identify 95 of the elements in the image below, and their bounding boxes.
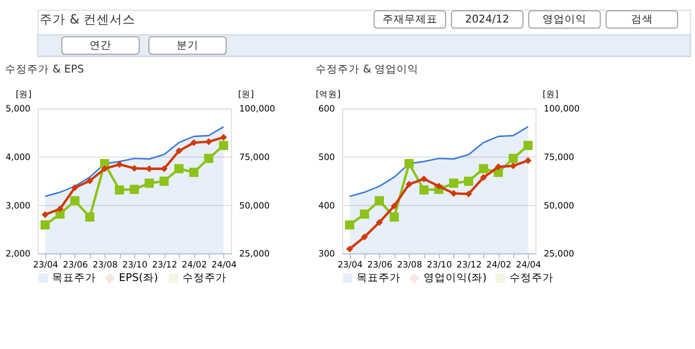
point (114, 185, 124, 195)
point (130, 184, 139, 194)
point (406, 180, 413, 188)
y2-tick-label: 25,000 (544, 250, 574, 260)
text: 주재무제표 (382, 12, 438, 26)
point (465, 190, 472, 198)
point (42, 211, 49, 218)
point (374, 196, 384, 206)
x-tick-label: 23/10 (426, 260, 452, 270)
point (464, 176, 474, 186)
point (204, 154, 214, 164)
x-tick-label: 23/12 (456, 260, 482, 270)
x-tick-label: 24/04 (516, 260, 542, 270)
text: 분기 (176, 38, 199, 52)
point (40, 220, 50, 230)
y2-tick-label: 25,000 (239, 250, 270, 260)
y-tick-label: 500 (318, 153, 335, 164)
point (524, 157, 532, 164)
y-tick-label: 400 (318, 201, 335, 212)
chart-title: 수정주가 & 영업이익 (316, 62, 419, 76)
y-tick-label: 300 (318, 250, 335, 260)
y-tick-label: 4,000 (6, 153, 30, 164)
y2-tick-label: 50,000 (544, 201, 574, 212)
point (361, 233, 368, 240)
legend-label: 수정주가 (509, 271, 554, 284)
text: 주가 & 컨센서스 (40, 11, 136, 26)
point (345, 220, 354, 230)
y-tick-label: 2,000 (6, 250, 30, 260)
x-tick-label: 23/04 (338, 260, 364, 270)
legend-label: 목표주가 (356, 271, 401, 284)
y-tick-label: 5,000 (6, 104, 30, 115)
legend-label: 영업이익(좌) (423, 271, 487, 284)
y2-tick-label: 100,000 (239, 104, 276, 115)
y-tick-label: 3,000 (6, 201, 30, 212)
x-tick-label: 24/02 (182, 260, 207, 270)
legend-label: 목표주가 (52, 271, 96, 284)
point (510, 162, 517, 170)
chart-title: 수정주가 & EPS (5, 62, 84, 76)
x-tick-label: 23/08 (92, 260, 118, 270)
point (174, 164, 184, 174)
point (85, 212, 94, 222)
x-tick-label: 23/12 (152, 260, 178, 270)
point (116, 161, 123, 168)
x-tick-label: 23/10 (122, 260, 148, 270)
y2-tick-label: 50,000 (239, 201, 270, 212)
y2-tick-label: 75,000 (239, 153, 270, 164)
point (449, 178, 458, 188)
point (86, 177, 94, 184)
point (420, 175, 428, 182)
point (450, 190, 458, 197)
point (360, 210, 370, 219)
text: 2024/12 (465, 12, 510, 26)
point (190, 139, 198, 146)
x-tick-label: 23/04 (33, 260, 59, 270)
point (478, 164, 488, 174)
point (494, 163, 502, 170)
point (205, 138, 212, 146)
y2-tick-label: 100,000 (544, 104, 580, 115)
text: 검색 (630, 12, 653, 26)
point (176, 147, 182, 154)
point (220, 134, 228, 141)
point (70, 196, 80, 206)
text: 영업이익 (542, 12, 587, 26)
point (71, 184, 78, 192)
point (419, 185, 429, 195)
point (219, 140, 228, 150)
y2-axis-title: [원] (542, 90, 558, 100)
x-tick-label: 23/06 (62, 260, 88, 270)
point (130, 164, 138, 172)
legend-label: EPS(좌) (118, 271, 158, 284)
y-axis-title: [원] (16, 90, 32, 100)
x-tick-label: 24/02 (486, 260, 512, 270)
y-axis-title: [억원] (316, 90, 341, 100)
point (144, 178, 154, 188)
point (390, 212, 399, 222)
point (390, 202, 398, 210)
y-tick-label: 600 (318, 104, 335, 115)
y2-tick-label: 75,000 (544, 153, 574, 164)
legend-label: 수정주가 (182, 271, 227, 284)
point (189, 168, 198, 177)
point (346, 246, 354, 252)
point (404, 159, 414, 168)
point (480, 174, 487, 181)
point (56, 205, 64, 212)
point (101, 165, 108, 172)
x-tick-label: 24/04 (212, 260, 238, 270)
point (435, 182, 442, 190)
y2-axis-title: [원] (238, 90, 254, 100)
point (508, 154, 518, 164)
point (160, 176, 169, 186)
text: 연간 (90, 38, 112, 52)
point (376, 218, 383, 226)
point (523, 140, 533, 150)
x-tick-label: 23/08 (397, 260, 422, 270)
x-tick-label: 23/06 (367, 260, 392, 270)
